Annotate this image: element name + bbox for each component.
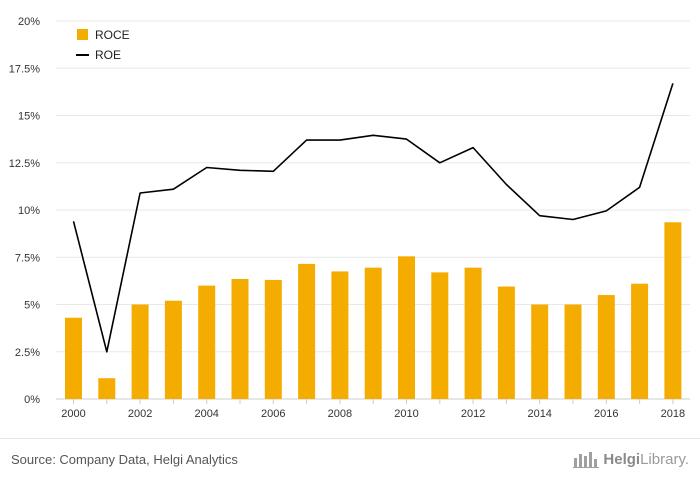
roce-bar [331,271,349,399]
x-tick-label: 2006 [261,408,285,420]
roce-bar [631,283,649,399]
roce-bar [564,304,582,399]
roce-bar [531,304,549,399]
roce-bar [98,378,116,399]
y-tick-label: 0% [24,394,40,406]
y-tick-label: 17.5% [9,63,40,75]
brand-bold: Helgi [603,450,641,468]
roce-bar [431,272,449,399]
roe-line-group [72,83,674,353]
roce-bar [231,278,249,399]
combo-chart: 0% 2.5% 5% 7.5% 10% 12.5% 15% 17.5% 20% 2000 2002… [9,16,690,420]
roce-bar [597,295,615,399]
roce-bar [198,285,216,399]
x-tick-label: 2016 [594,408,618,420]
y-axis-ticks: 0% 2.5% 5% 7.5% 10% 12.5% 15% 17.5% 20% [9,16,40,406]
roce-bar [497,286,515,399]
x-tick-label: 2002 [128,408,152,420]
roce-bar [364,267,382,399]
roce-bar [664,222,682,399]
legend-label-roe: ROE [95,48,121,62]
y-tick-label: 5% [24,300,40,312]
footer: Source: Company Data, Helgi Analytics He… [0,438,700,483]
roce-bar [398,256,415,399]
roce-bars [65,222,682,399]
legend: ROCE ROE [76,28,130,62]
roce-bar [464,267,482,399]
roce-bar [298,263,316,399]
y-tick-label: 20% [18,16,40,28]
footer-divider [0,438,700,439]
y-tick-label: 10% [18,205,40,217]
x-tick-label: 2014 [527,408,551,420]
brand-light: Library. [640,450,689,468]
x-tick-label: 2004 [194,408,218,420]
x-tick-label: 2010 [394,408,418,420]
roe-line [72,83,674,353]
x-tick-label: 2000 [61,408,85,420]
x-tick-label: 2012 [461,408,485,420]
brand-logo: HelgiLibrary. [573,450,689,468]
roce-bar [164,300,182,399]
roce-bar [264,279,282,399]
y-tick-label: 2.5% [15,347,40,359]
y-tick-label: 12.5% [9,158,40,170]
gridlines [56,20,690,400]
x-tick-label: 2018 [661,408,685,420]
library-icon [573,452,600,468]
roce-bar [131,304,149,399]
roce-bar [65,317,82,399]
y-tick-label: 15% [18,111,40,123]
y-tick-label: 7.5% [15,252,40,264]
x-axis-ticks: 2000 2002 2004 2006 2008 2010 2012 2014 2016 2018 [61,399,685,420]
x-tick-label: 2008 [328,408,352,420]
source-note: Source: Company Data, Helgi Analytics [11,452,238,467]
legend-label-roce: ROCE [95,28,130,42]
legend-swatch-roce [77,29,88,40]
